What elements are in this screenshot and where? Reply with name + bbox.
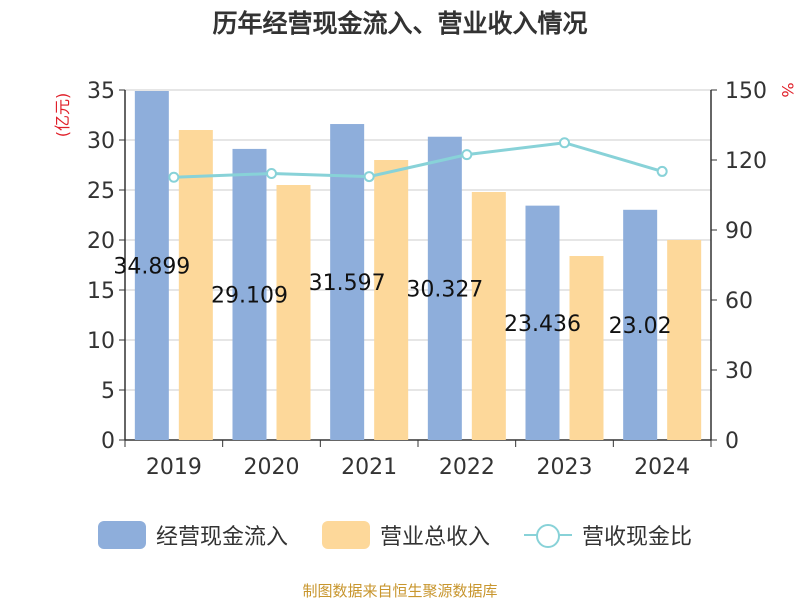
x-tick-label: 2019 [146, 455, 202, 480]
x-tick-label: 2020 [244, 455, 300, 480]
y-right-tick-label: 60 [725, 289, 753, 314]
data-label-cash-inflow: 30.327 [406, 277, 483, 302]
y-right-tick-label: 150 [725, 79, 767, 104]
point-ratio [461, 149, 473, 161]
data-label-cash-inflow: 34.899 [113, 255, 190, 280]
y-left-tick-label: 5 [101, 379, 115, 404]
y-right-tick-label: 90 [725, 219, 753, 244]
bar-cash-inflow [427, 136, 462, 441]
y-right-axis-label: % [778, 82, 797, 97]
y-left-tick-label: 20 [87, 229, 115, 254]
y-right-tick-label: 0 [725, 429, 739, 454]
x-tick-label: 2023 [537, 455, 593, 480]
bar-revenue [276, 185, 311, 440]
bar-cash-inflow [623, 209, 658, 440]
y-left-tick-label: 25 [87, 179, 115, 204]
bar-revenue [667, 240, 702, 440]
x-tick-label: 2022 [439, 455, 495, 480]
point-ratio [168, 171, 180, 183]
y-left-tick-label: 35 [87, 79, 115, 104]
bar-cash-inflow [525, 205, 560, 440]
legend-marker-ratio [524, 521, 572, 549]
legend-item-ratio[interactable]: 营收现金比 [524, 518, 692, 552]
legend-swatch-revenue [322, 521, 370, 549]
bar-cash-inflow [134, 91, 169, 440]
y-right-tick-label: 30 [725, 359, 753, 384]
bar-revenue [471, 192, 506, 440]
line-ratio [173, 141, 663, 179]
legend-label-cash-inflow: 经营现金流入 [156, 525, 289, 550]
source-note: 制图数据来自恒生聚源数据库 [302, 582, 498, 600]
y-left-axis-label: (亿元) [53, 93, 72, 138]
point-ratio [656, 165, 668, 177]
point-ratio [559, 137, 570, 149]
bar-revenue [374, 160, 409, 440]
legend-label-revenue: 营业总收入 [380, 525, 491, 550]
legend-item-revenue[interactable]: 营业总收入 [322, 518, 490, 552]
y-right-tick-label: 120 [725, 149, 767, 174]
data-label-cash-inflow: 23.02 [609, 314, 672, 339]
y-left-tick-label: 0 [101, 429, 115, 454]
chart-title: 历年经营现金流入、营业收入情况 [212, 9, 588, 38]
y-left-tick-label: 10 [87, 329, 115, 354]
point-ratio [266, 168, 277, 180]
y-left-tick-label: 15 [87, 279, 115, 304]
legend-item-cash-inflow[interactable]: 经营现金流入 [98, 518, 288, 552]
legend-swatch-cash-inflow [98, 521, 146, 549]
bar-revenue [178, 130, 213, 440]
x-tick-label: 2021 [341, 455, 397, 480]
data-label-cash-inflow: 31.597 [309, 271, 386, 296]
legend-label-ratio: 营收现金比 [582, 525, 693, 550]
bar-revenue [569, 256, 604, 440]
data-label-cash-inflow: 29.109 [211, 283, 288, 308]
bar-cash-inflow [232, 148, 267, 440]
data-label-cash-inflow: 23.436 [504, 312, 581, 337]
legend: 经营现金流入 营业总收入 营收现金比 [0, 518, 800, 552]
x-tick-label: 2024 [634, 455, 690, 480]
point-ratio [363, 171, 375, 183]
y-left-tick-label: 30 [87, 129, 115, 154]
